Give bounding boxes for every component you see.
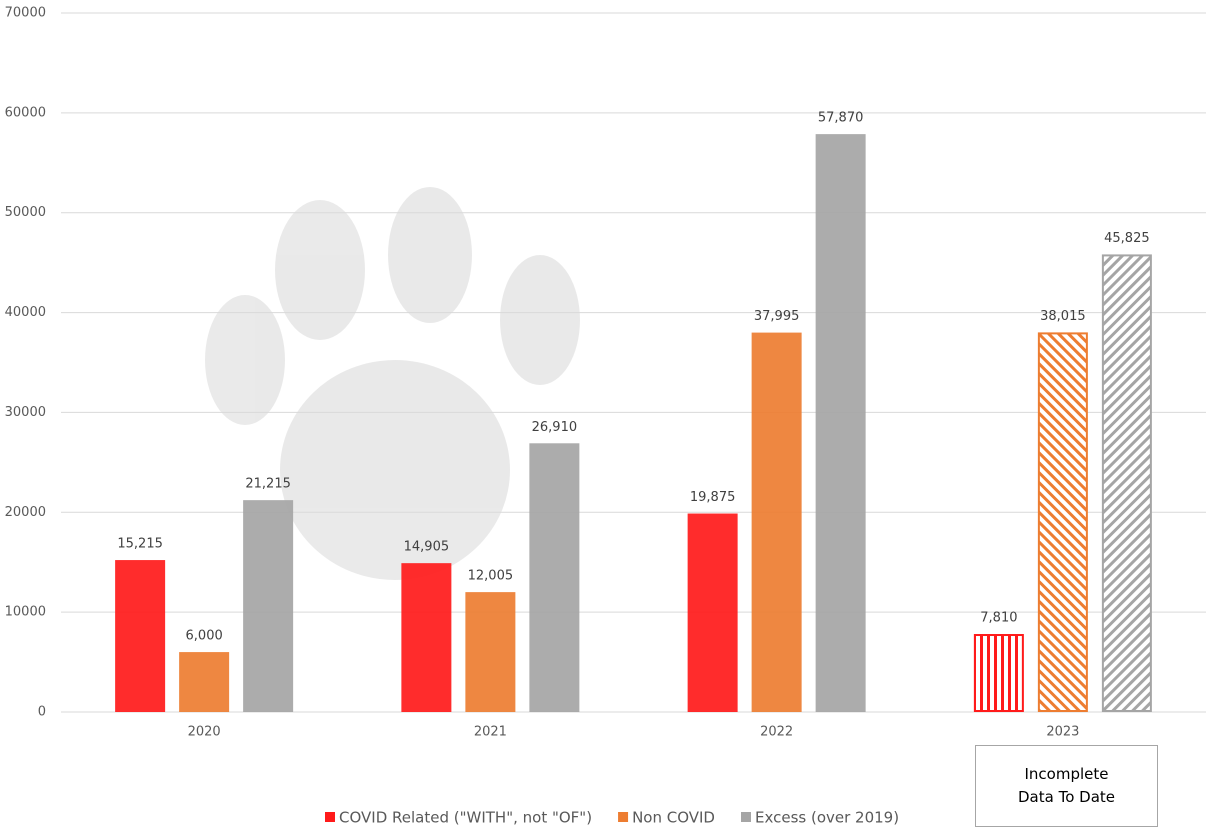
bar bbox=[465, 592, 516, 712]
value-label: 38,015 bbox=[1040, 309, 1086, 324]
value-label: 45,825 bbox=[1104, 231, 1150, 246]
y-tick-label: 60000 bbox=[5, 105, 46, 120]
bar bbox=[1101, 254, 1152, 713]
value-label: 14,905 bbox=[404, 540, 450, 555]
y-tick-label: 40000 bbox=[5, 305, 46, 320]
annotation: Incomplete Data To Date bbox=[975, 745, 1158, 827]
y-tick-label: 20000 bbox=[5, 505, 46, 520]
bar bbox=[115, 560, 166, 712]
value-label: 7,810 bbox=[980, 611, 1017, 626]
bar bbox=[401, 563, 452, 712]
value-label: 21,215 bbox=[245, 477, 291, 492]
value-label: 12,005 bbox=[468, 569, 514, 584]
legend-label: Excess (over 2019) bbox=[755, 809, 899, 827]
legend-label: COVID Related ("WITH", not "OF") bbox=[339, 809, 592, 827]
bar bbox=[751, 332, 802, 712]
value-label: 37,995 bbox=[754, 309, 800, 324]
value-label: 57,870 bbox=[818, 111, 864, 126]
bar bbox=[687, 513, 738, 712]
y-tick-label: 30000 bbox=[5, 405, 46, 420]
value-label: 19,875 bbox=[690, 490, 736, 505]
bars bbox=[115, 134, 1152, 713]
legend-swatch bbox=[618, 812, 629, 822]
x-tick-label: 2023 bbox=[1046, 725, 1079, 740]
legend-swatch bbox=[325, 812, 335, 822]
x-tick-label: 2021 bbox=[474, 725, 507, 740]
x-tick-label: 2022 bbox=[760, 725, 793, 740]
legend-swatch bbox=[741, 812, 751, 822]
bar bbox=[815, 134, 866, 712]
value-label: 15,215 bbox=[117, 537, 163, 552]
x-tick-label: 2020 bbox=[188, 725, 221, 740]
y-tick-label: 70000 bbox=[5, 6, 46, 21]
bar bbox=[973, 634, 1024, 713]
bar bbox=[1037, 332, 1088, 712]
y-tick-label: 50000 bbox=[5, 205, 46, 220]
legend: COVID Related ("WITH", not "OF") Non COVI… bbox=[325, 809, 899, 827]
bar bbox=[243, 500, 294, 712]
value-label: 26,910 bbox=[532, 420, 578, 435]
legend-label: Non COVID bbox=[632, 809, 715, 827]
bar bbox=[529, 443, 580, 712]
bar bbox=[179, 652, 230, 712]
labels: 0 10000 20000 30000 40000 50000 60000 70000 2020… bbox=[5, 6, 1150, 740]
y-tick-label: 10000 bbox=[5, 605, 46, 620]
value-label: 6,000 bbox=[186, 629, 223, 644]
background-art bbox=[205, 187, 580, 580]
y-tick-label: 0 bbox=[38, 705, 46, 720]
